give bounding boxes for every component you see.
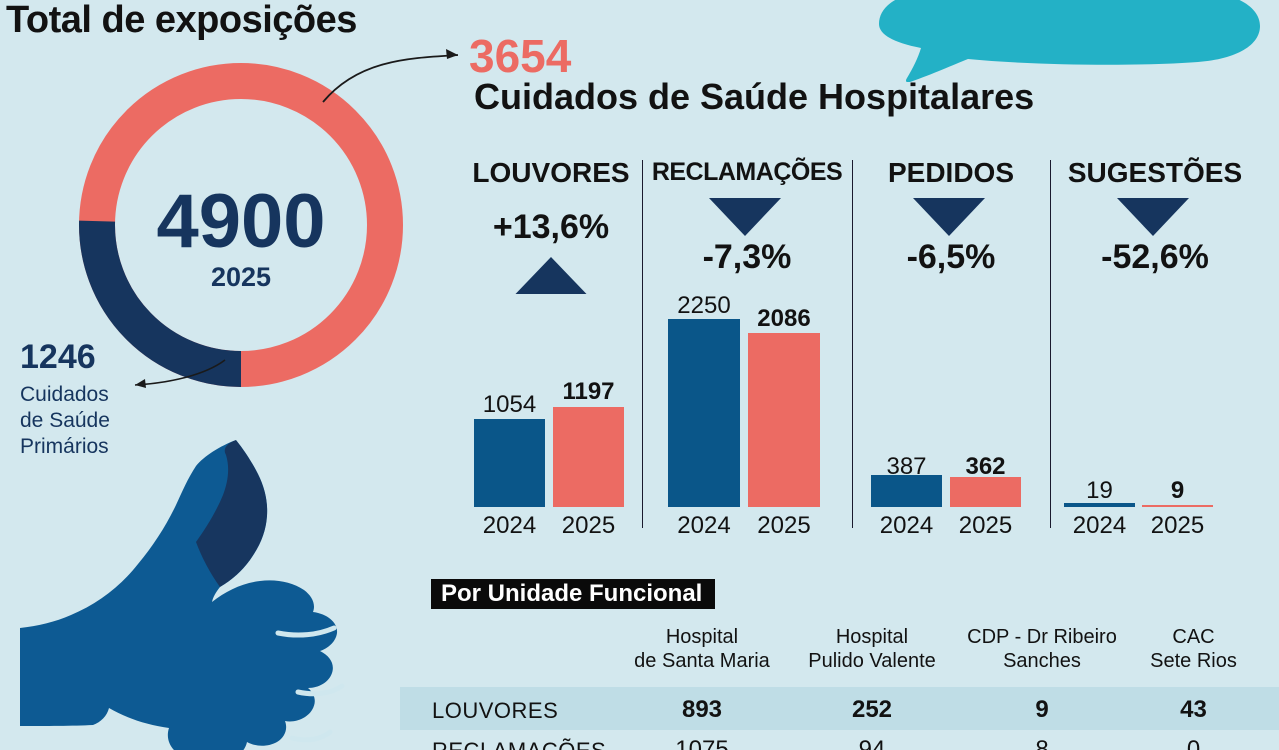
svg-text:4900: 4900 bbox=[156, 179, 325, 264]
svg-text:2025: 2025 bbox=[211, 262, 271, 292]
